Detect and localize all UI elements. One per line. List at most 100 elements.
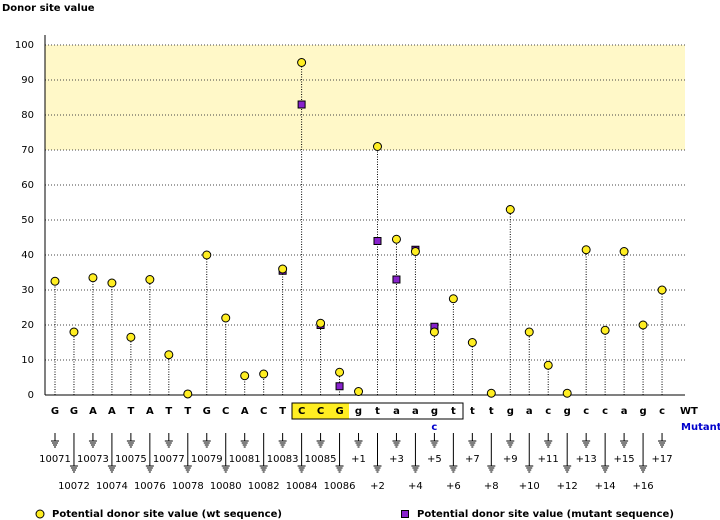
x-tick-label: +8 — [484, 481, 499, 492]
wt-point — [297, 58, 307, 67]
sequence-base: G — [335, 406, 343, 417]
wt-point — [524, 327, 534, 337]
x-tick-label: +10 — [519, 481, 540, 492]
wt-point — [69, 327, 79, 337]
mutant-point — [392, 275, 401, 284]
y-tick-label: 80 — [21, 110, 34, 121]
wt-point — [183, 389, 193, 399]
y-tick-label: 10 — [21, 355, 34, 366]
x-tick-label: +13 — [576, 454, 597, 465]
chart-title: Donor site value — [2, 3, 95, 14]
wt-point — [335, 367, 345, 377]
x-tick-label: +17 — [651, 454, 672, 465]
x-tick-label: +14 — [595, 481, 616, 492]
x-tick-label: 10083 — [267, 454, 299, 465]
mutant-base: c — [431, 422, 437, 433]
y-tick-label: 100 — [15, 40, 34, 51]
x-tick-label: 10082 — [248, 481, 280, 492]
wt-point — [316, 318, 326, 328]
x-tick-label: 10084 — [286, 481, 318, 492]
wt-point — [126, 332, 136, 342]
x-tick-label: 10085 — [305, 454, 337, 465]
x-tick-label: +6 — [446, 481, 461, 492]
wt-point — [505, 205, 515, 214]
mutant-label: Mutant — [681, 422, 720, 433]
wt-point — [107, 278, 117, 288]
x-tick-label: 10078 — [172, 481, 204, 492]
sequence-base: t — [470, 406, 475, 417]
sequence-base: g — [639, 406, 646, 417]
sequence-base: T — [184, 406, 191, 417]
wt-point — [50, 276, 60, 286]
x-tick-label: 10075 — [115, 454, 147, 465]
wt-point — [164, 350, 174, 360]
sequence-base: a — [412, 406, 419, 417]
x-tick-label: +15 — [614, 454, 635, 465]
x-tick-label: +11 — [538, 454, 559, 465]
sequence-base: t — [451, 406, 456, 417]
sequence-base: A — [146, 406, 154, 417]
wt-point — [259, 369, 269, 379]
sequence-base: g — [355, 406, 362, 417]
wt-point — [202, 250, 212, 260]
sequence-base: A — [108, 406, 116, 417]
wt-point — [467, 338, 477, 347]
sequence-base: g — [564, 406, 571, 417]
x-tick-label: 10071 — [39, 454, 71, 465]
wt-point — [391, 234, 401, 244]
sequence-base: A — [241, 406, 249, 417]
x-tick-label: +1 — [351, 454, 366, 465]
wt-point — [638, 320, 648, 330]
wt-point — [240, 371, 250, 381]
sequence-base: a — [393, 406, 400, 417]
x-tick-label: 10074 — [96, 481, 128, 492]
wt-point — [410, 247, 420, 256]
sequence-base: T — [279, 406, 286, 417]
wt-point — [221, 313, 231, 323]
y-tick-label: 90 — [21, 75, 34, 86]
x-tick-label: +16 — [633, 481, 654, 492]
x-tick-label: +5 — [427, 454, 442, 465]
wt-point — [429, 327, 439, 337]
mutant-point — [297, 100, 306, 109]
legend-marker — [401, 510, 409, 518]
sequence-base: T — [165, 406, 172, 417]
sequence-base: t — [489, 406, 494, 417]
wt-point — [486, 388, 496, 398]
wt-point — [562, 388, 572, 398]
legend-label: Potential donor site value (wt sequence) — [52, 509, 282, 520]
sequence-base: a — [526, 406, 533, 417]
y-tick-label: 60 — [21, 180, 34, 191]
sequence-base: A — [89, 406, 97, 417]
highlight-band — [45, 45, 685, 150]
splice-box — [291, 402, 464, 420]
x-tick-label: +12 — [557, 481, 578, 492]
sequence-base: C — [222, 406, 229, 417]
x-tick-label: +4 — [408, 481, 423, 492]
wt-point — [145, 275, 155, 284]
x-tick-label: 10080 — [210, 481, 242, 492]
sequence-base: g — [431, 406, 438, 417]
x-tick-label: +7 — [465, 454, 480, 465]
y-tick-label: 50 — [21, 215, 34, 226]
sequence-base: C — [298, 406, 305, 417]
sequence-base: C — [260, 406, 267, 417]
sequence-base: T — [127, 406, 134, 417]
wt-point — [88, 273, 98, 283]
wt-point — [354, 387, 364, 396]
sequence-label: WT — [680, 406, 698, 417]
sequence-base: C — [317, 406, 324, 417]
x-tick-label: 10073 — [77, 454, 109, 465]
sequence-base: t — [375, 406, 380, 417]
y-tick-label: 20 — [21, 320, 34, 331]
wt-point — [448, 294, 458, 304]
sequence-base: a — [621, 406, 628, 417]
y-tick-label: 40 — [21, 250, 34, 261]
sequence-base: G — [51, 406, 59, 417]
sequence-base: c — [659, 406, 665, 417]
x-tick-label: 10077 — [153, 454, 185, 465]
legend-marker — [35, 509, 45, 519]
x-tick-label: +2 — [370, 481, 385, 492]
exon-highlight — [292, 403, 349, 419]
